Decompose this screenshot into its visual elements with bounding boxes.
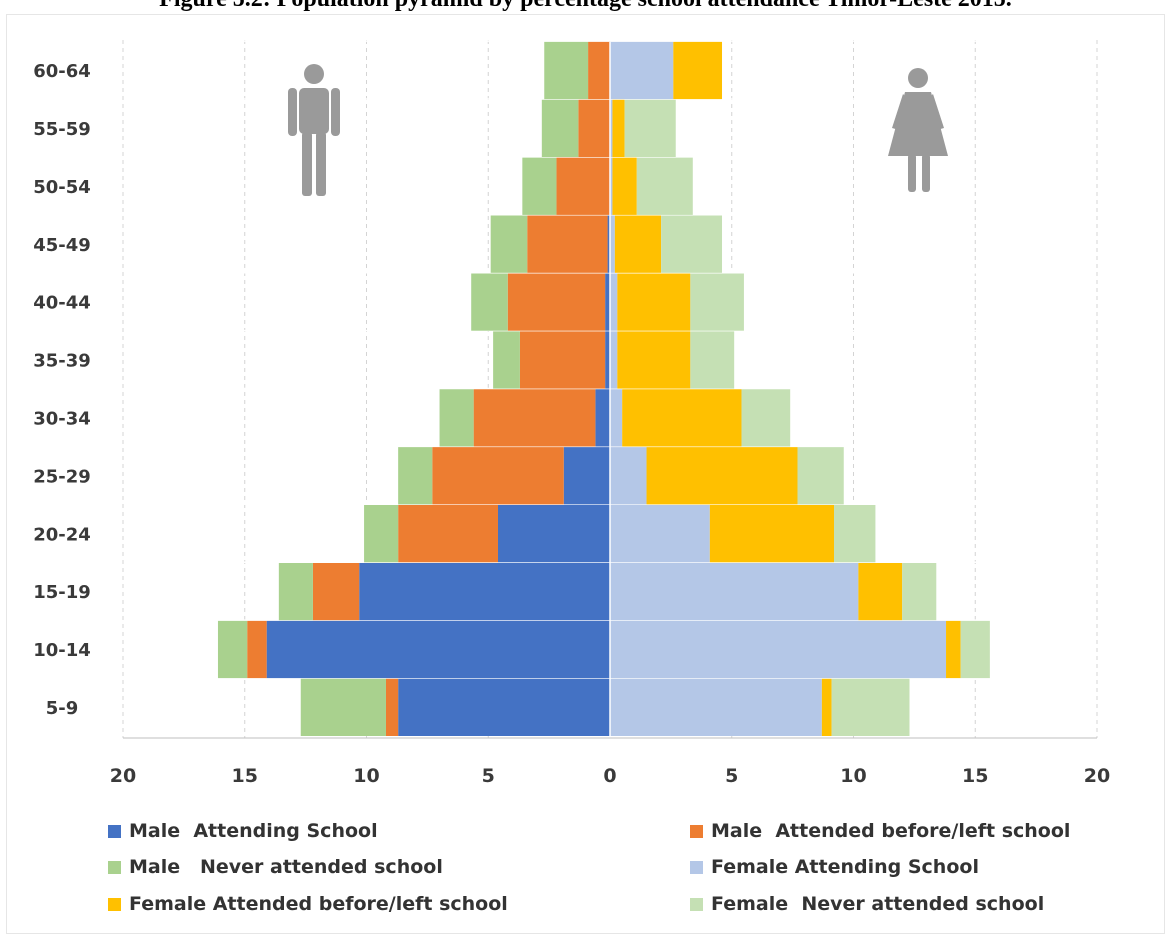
x-tick-label: 10 (840, 765, 866, 787)
male-person-icon (288, 64, 340, 196)
bar-segment (588, 41, 610, 100)
bar-segment (610, 41, 674, 100)
y-tick-label: 45-49 (33, 235, 91, 256)
bar-segment (398, 446, 433, 505)
bar-segment (610, 678, 822, 736)
bar-segment (595, 388, 610, 447)
y-tick-label: 55-59 (33, 119, 91, 140)
y-tick-label: 25-29 (33, 466, 91, 487)
bar-segment (610, 620, 947, 679)
bar-segment (519, 330, 606, 389)
bar-segment (612, 156, 637, 215)
y-tick-label: 40-44 (33, 293, 91, 314)
bar-segment (610, 504, 710, 563)
x-tick-label: 5 (482, 765, 495, 787)
bar-segment (610, 156, 613, 215)
y-tick-label: 5-9 (46, 698, 79, 719)
bar-segment (673, 41, 723, 100)
bar-segment (610, 330, 618, 389)
bar-segment (556, 156, 610, 215)
x-tick-label: 20 (110, 765, 136, 787)
female-person-icon (888, 68, 948, 192)
bar-segment (398, 504, 498, 563)
bar-segment (610, 388, 623, 447)
bar-segment (617, 330, 691, 389)
bar-segment (605, 330, 610, 389)
bar-segment (617, 272, 691, 331)
bar-segment (544, 41, 589, 100)
bar-segment (636, 156, 693, 215)
bar-segment (278, 562, 313, 621)
bar-segment (797, 446, 844, 505)
bar-segment (946, 620, 961, 679)
bar-segment (605, 272, 610, 331)
y-tick-label: 10-14 (33, 640, 91, 661)
bar-segment (527, 214, 608, 273)
bar-segment (266, 620, 610, 679)
x-tick-label: 0 (603, 765, 616, 787)
bar-segment (612, 99, 625, 157)
bar-segment (359, 562, 610, 621)
bar-segment (432, 446, 564, 505)
bar-segment (858, 562, 903, 621)
bar-segment (646, 446, 798, 505)
y-tick-label: 20-24 (33, 524, 91, 545)
bar-segment (902, 562, 937, 621)
x-tick-label: 10 (353, 765, 379, 787)
bar-segment (473, 388, 596, 447)
x-tick-label: 15 (232, 765, 258, 787)
bar-segment (217, 620, 248, 679)
bar-segment (398, 678, 610, 736)
bar-segment (490, 214, 528, 273)
bar-segment (610, 446, 647, 505)
bar-segment (471, 272, 508, 331)
x-tick-label: 15 (962, 765, 988, 787)
bar-segment (610, 562, 859, 621)
x-tick-label: 20 (1084, 765, 1110, 787)
bar-segment (709, 504, 835, 563)
bar-segment (960, 620, 990, 679)
x-tick-label: 5 (725, 765, 738, 787)
bar-segment (578, 99, 610, 157)
bar-segment (541, 99, 579, 157)
bar-segment (614, 214, 662, 273)
y-tick-label: 35-39 (33, 351, 91, 372)
bar-segment (364, 504, 399, 563)
bar-segment (563, 446, 610, 505)
bar-segment (493, 330, 520, 389)
y-tick-label: 30-34 (33, 409, 91, 430)
bar-segment (385, 678, 399, 736)
bars-layer (200, 40, 1000, 738)
bar-segment (312, 562, 360, 621)
bar-segment (690, 272, 744, 331)
axis-layer: 20 15 10 5 0 5 10 15 20 5-9 10-14 15-19 20-24 25-29 30… (33, 61, 1110, 787)
chart-frame (6, 14, 1165, 934)
bar-segment (821, 678, 832, 736)
bar-segment (661, 214, 723, 273)
y-tick-label: 15-19 (33, 582, 91, 603)
bar-segment (741, 388, 791, 447)
bar-segment (522, 156, 557, 215)
bar-segment (439, 388, 474, 447)
bar-segment (834, 504, 876, 563)
bar-segment (610, 214, 615, 273)
bar-segment (831, 678, 910, 736)
y-tick-label: 60-64 (33, 61, 91, 82)
bar-segment (497, 504, 610, 563)
bar-segment (607, 214, 610, 273)
bar-segment (507, 272, 606, 331)
bar-segment (247, 620, 267, 679)
figure-title: Figure 5.2: Population pyramid by percen… (0, 0, 1171, 13)
bar-segment (610, 99, 613, 157)
bar-segment (300, 678, 386, 736)
bar-segment (622, 388, 742, 447)
bar-segment (610, 272, 618, 331)
y-tick-label: 50-54 (33, 177, 91, 198)
bar-segment (690, 330, 735, 389)
bar-segment (624, 99, 676, 157)
